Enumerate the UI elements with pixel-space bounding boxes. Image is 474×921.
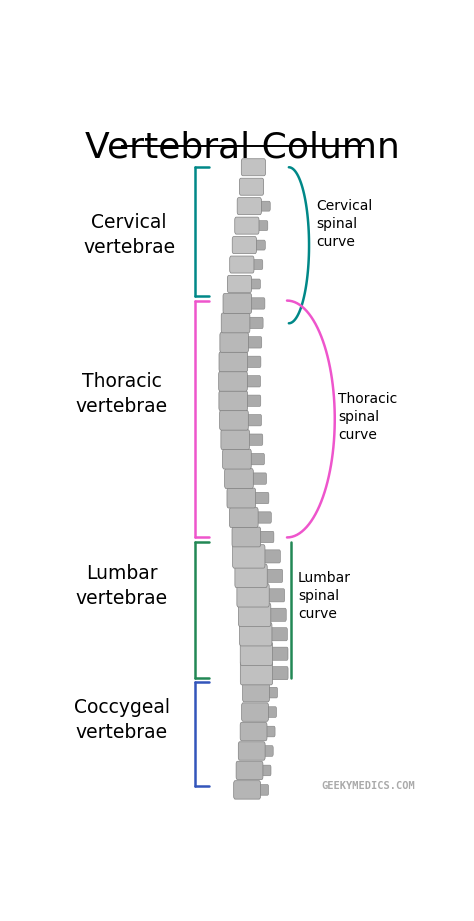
Text: Lumbar
spinal
curve: Lumbar spinal curve [298,571,351,621]
FancyBboxPatch shape [235,217,259,234]
FancyBboxPatch shape [261,550,281,563]
FancyBboxPatch shape [243,395,261,406]
FancyBboxPatch shape [247,279,260,289]
FancyBboxPatch shape [256,785,269,795]
FancyBboxPatch shape [236,762,263,780]
FancyBboxPatch shape [240,623,272,646]
FancyBboxPatch shape [249,260,263,270]
FancyBboxPatch shape [219,352,248,372]
Text: Lumbar
vertebrae: Lumbar vertebrae [76,564,168,608]
FancyBboxPatch shape [230,256,254,273]
FancyBboxPatch shape [244,414,262,426]
FancyBboxPatch shape [249,472,266,484]
FancyBboxPatch shape [247,453,264,465]
FancyBboxPatch shape [223,294,252,313]
FancyBboxPatch shape [219,391,247,411]
FancyBboxPatch shape [251,493,269,504]
Text: Coccygeal
vertebrae: Coccygeal vertebrae [73,698,170,742]
FancyBboxPatch shape [237,198,262,215]
FancyBboxPatch shape [242,703,268,721]
FancyBboxPatch shape [228,275,252,293]
FancyBboxPatch shape [221,313,250,332]
FancyBboxPatch shape [265,687,277,698]
FancyBboxPatch shape [252,240,265,250]
Text: Cervical
vertebrae: Cervical vertebrae [83,213,175,257]
FancyBboxPatch shape [261,746,273,756]
FancyBboxPatch shape [238,603,271,626]
FancyBboxPatch shape [240,642,273,665]
FancyBboxPatch shape [233,544,265,568]
FancyBboxPatch shape [221,430,249,449]
Text: Thoracic
spinal
curve: Thoracic spinal curve [338,392,398,442]
Text: Cervical
spinal
curve: Cervical spinal curve [316,199,373,249]
FancyBboxPatch shape [266,608,286,622]
FancyBboxPatch shape [246,317,263,329]
FancyBboxPatch shape [240,722,267,740]
FancyBboxPatch shape [256,531,274,542]
FancyBboxPatch shape [239,178,264,195]
FancyBboxPatch shape [257,201,270,211]
FancyBboxPatch shape [247,297,265,309]
FancyBboxPatch shape [243,376,261,387]
FancyBboxPatch shape [254,512,271,523]
FancyBboxPatch shape [227,488,255,508]
FancyBboxPatch shape [245,434,263,446]
FancyBboxPatch shape [232,237,256,253]
FancyBboxPatch shape [265,589,284,602]
FancyBboxPatch shape [220,332,248,353]
FancyBboxPatch shape [238,741,265,760]
Text: Vertebral Column: Vertebral Column [85,131,401,164]
FancyBboxPatch shape [243,683,269,702]
FancyBboxPatch shape [267,628,287,641]
FancyBboxPatch shape [229,507,258,528]
FancyBboxPatch shape [241,158,265,176]
FancyBboxPatch shape [255,221,268,230]
Text: Thoracic
vertebrae: Thoracic vertebrae [76,372,168,416]
FancyBboxPatch shape [263,569,283,582]
Text: GEEKYMEDICS.COM: GEEKYMEDICS.COM [321,781,415,790]
FancyBboxPatch shape [263,727,275,737]
FancyBboxPatch shape [268,667,288,680]
FancyBboxPatch shape [219,371,247,391]
FancyBboxPatch shape [240,661,273,685]
FancyBboxPatch shape [244,337,262,348]
FancyBboxPatch shape [235,565,267,588]
FancyBboxPatch shape [268,647,288,660]
FancyBboxPatch shape [243,356,261,367]
FancyBboxPatch shape [225,469,253,488]
FancyBboxPatch shape [234,781,261,799]
FancyBboxPatch shape [258,765,271,775]
FancyBboxPatch shape [219,410,248,430]
FancyBboxPatch shape [264,706,276,717]
FancyBboxPatch shape [232,527,261,547]
FancyBboxPatch shape [223,449,251,469]
FancyBboxPatch shape [237,584,269,607]
